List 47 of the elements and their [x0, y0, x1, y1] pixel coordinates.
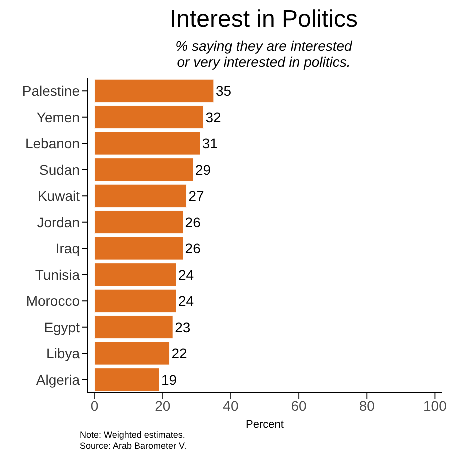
bar [94, 210, 184, 234]
bar [94, 316, 174, 340]
bar [94, 263, 177, 287]
y-tick-label: Egypt [44, 319, 80, 336]
y-tick-label: Morocco [26, 293, 80, 310]
data-label: 32 [206, 109, 222, 126]
x-tick-label: 40 [223, 398, 239, 414]
data-label: 27 [188, 188, 204, 204]
data-label: 19 [161, 372, 178, 388]
bar [94, 106, 204, 130]
y-tick-label: Jordan [37, 214, 80, 230]
bar [94, 342, 170, 366]
x-tick-label: 0 [90, 398, 99, 414]
data-label: 35 [216, 83, 232, 100]
chart-subtitle: % saying they are interested or very interested in politics. [174, 38, 354, 70]
bar [94, 158, 194, 182]
data-label: 23 [175, 319, 191, 336]
y-tick-label: Kuwait [38, 188, 80, 204]
y-tick-label: Tunisia [35, 266, 80, 283]
bar [94, 79, 214, 103]
data-label: 24 [178, 293, 194, 310]
data-label: 26 [185, 240, 202, 257]
bar [94, 368, 160, 392]
bar [94, 289, 177, 313]
text: Note: Weighted estimates. [80, 430, 186, 441]
y-tick-label: Libya [46, 346, 80, 362]
data-label: 26 [185, 214, 202, 230]
source-note: Source: Arab Barometer V. [80, 441, 187, 452]
x-tick-label: 60 [291, 398, 308, 414]
y-tick-label: Lebanon [25, 136, 80, 152]
bar [94, 236, 184, 260]
chart-title: Interest in Politics [168, 6, 360, 34]
x-tick-label: 20 [155, 398, 171, 414]
bar [94, 132, 201, 156]
data-label: 24 [178, 266, 194, 283]
data-label: 31 [202, 136, 218, 152]
data-label: 22 [172, 346, 188, 362]
x-tick-label: 80 [359, 398, 376, 414]
y-tick-label: Iraq [56, 240, 80, 257]
bar [94, 184, 187, 208]
x-axis-title: Percent [246, 419, 284, 431]
x-tick-label: 100 [424, 398, 448, 414]
y-tick-label: Palestine [22, 83, 80, 100]
y-tick-label: Algeria [36, 372, 80, 388]
data-label: 29 [196, 162, 212, 178]
y-tick-label: Yemen [36, 109, 80, 126]
y-tick-label: Sudan [40, 162, 80, 178]
